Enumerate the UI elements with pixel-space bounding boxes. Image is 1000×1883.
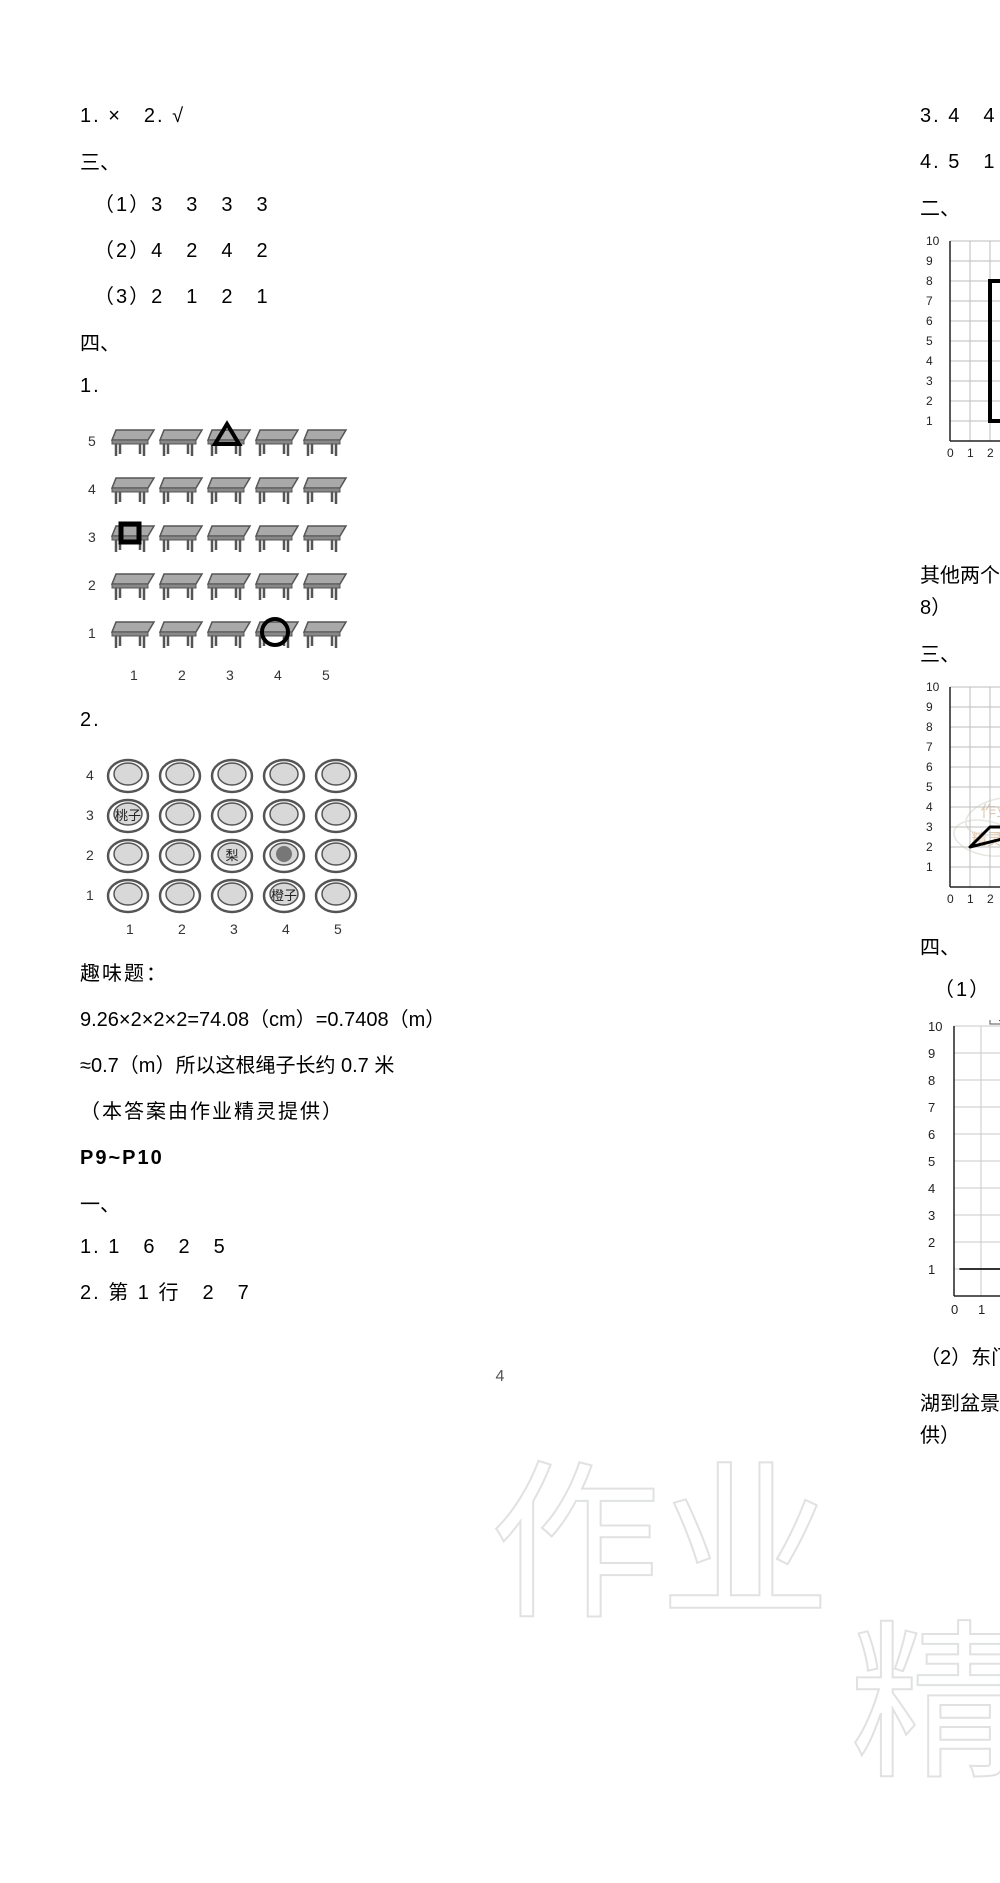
svg-text:10: 10 — [926, 681, 940, 694]
r-sec3: 三、 — [920, 638, 1000, 667]
sec3-row-3: （3）2 1 2 1 — [94, 281, 860, 313]
svg-text:1: 1 — [978, 1302, 985, 1317]
svg-text:3: 3 — [926, 820, 933, 834]
svg-text:精灵: 精灵 — [850, 1610, 1000, 1800]
svg-text:北门: 北门 — [995, 1020, 1000, 1023]
svg-text:4: 4 — [274, 667, 282, 683]
plates-figure: 桃子梨橙子 1 2 3 4 5 1 2 3 4 — [80, 750, 376, 938]
svg-text:3: 3 — [226, 667, 234, 683]
fun-heading: 趣味题： — [80, 958, 860, 990]
svg-text:1: 1 — [88, 625, 96, 641]
svg-text:梨: 梨 — [225, 848, 238, 863]
svg-text:2: 2 — [987, 446, 994, 460]
svg-text:4: 4 — [88, 481, 96, 497]
sub1-label: （1） — [934, 974, 1000, 1006]
svg-text:7: 7 — [928, 1100, 935, 1115]
right-column: 3. 4 4 5 1 4. 5 1 3 3 等腰直角 二、 0112233445… — [920, 100, 1000, 1354]
svg-text:6: 6 — [926, 314, 933, 328]
svg-text:5: 5 — [928, 1154, 935, 1169]
fun-line-1: 9.26×2×2×2=74.08（cm）=0.7408（m） — [80, 1004, 860, 1036]
r-line-4: 4. 5 1 3 3 等腰直角 — [920, 146, 1000, 178]
r-sec4: 四、 — [920, 931, 1000, 960]
svg-text:1: 1 — [130, 667, 138, 683]
sec1r-heading: 一、 — [80, 1188, 860, 1217]
svg-text:作业: 作业 — [490, 1450, 830, 1640]
svg-text:6: 6 — [926, 760, 933, 774]
svg-text:8: 8 — [928, 1073, 935, 1088]
svg-text:8: 8 — [926, 720, 933, 734]
sec3-row-2: （2）4 2 4 2 — [94, 235, 860, 267]
svg-text:7: 7 — [926, 740, 933, 754]
svg-text:4: 4 — [86, 767, 94, 783]
park-map-figure: 01122334455667788991010北门盆景园金鱼湖熊猫馆孔雀亭猴山东… — [920, 1020, 1000, 1322]
watermark-large: 作业 精灵 — [450, 1363, 1000, 1883]
svg-text:3: 3 — [88, 529, 96, 545]
svg-text:桃子: 桃子 — [115, 808, 141, 823]
svg-text:0: 0 — [947, 892, 954, 906]
svg-text:9: 9 — [926, 254, 933, 268]
svg-text:2: 2 — [928, 1235, 935, 1250]
svg-text:1: 1 — [928, 1262, 935, 1277]
sec3-heading: 三、 — [80, 146, 860, 175]
item1-label: 1. — [80, 370, 860, 402]
item2-label: 2. — [80, 704, 860, 736]
svg-text:2: 2 — [926, 394, 933, 408]
svg-text:6: 6 — [928, 1127, 935, 1142]
left-column: 1. × 2. √ 三、 （1）3 3 3 3 （2）4 2 4 2 （3）2 … — [80, 100, 860, 1354]
svg-text:2: 2 — [178, 667, 186, 683]
r-sec2: 二、 — [920, 192, 1000, 221]
svg-text:5: 5 — [88, 433, 96, 449]
grid-flags-figure: 01122334455667788991010（10，1） — [920, 681, 1000, 911]
fig3-caption: 其他两个对角顶点的位置为（2，1）（7，8） — [920, 560, 1000, 624]
svg-text:4: 4 — [282, 921, 290, 937]
sec1r-line-1: 1. 1 6 2 5 — [80, 1231, 860, 1263]
top-answers: 1. × 2. √ — [80, 100, 860, 132]
svg-text:2: 2 — [88, 577, 96, 593]
svg-text:1: 1 — [926, 414, 933, 428]
svg-text:1: 1 — [926, 860, 933, 874]
desks-figure: 1 2 3 4 5 1 2 3 4 5 — [80, 416, 360, 684]
page-number: 4 — [496, 1368, 505, 1386]
grid-rect-figure: 01122334455667788991010（10，1） — [920, 235, 1000, 465]
svg-text:3: 3 — [86, 807, 94, 823]
svg-text:0: 0 — [947, 446, 954, 460]
page-ref: P9~P10 — [80, 1142, 860, 1174]
svg-text:1: 1 — [967, 892, 974, 906]
svg-text:1: 1 — [86, 887, 94, 903]
svg-text:2: 2 — [926, 840, 933, 854]
svg-text:5: 5 — [926, 780, 933, 794]
sec3-row-1: （1）3 3 3 3 — [94, 189, 860, 221]
svg-text:9: 9 — [928, 1046, 935, 1061]
sub2b-text: 湖到盆景园到北门（本答案由作业精灵提供） — [920, 1388, 1000, 1452]
fun-line-2: ≈0.7（m）所以这根绳子长约 0.7 米 — [80, 1050, 860, 1082]
svg-text:7: 7 — [926, 294, 933, 308]
svg-text:4: 4 — [928, 1181, 935, 1196]
svg-text:2: 2 — [178, 921, 186, 937]
svg-text:1: 1 — [126, 921, 134, 937]
svg-text:1: 1 — [967, 446, 974, 460]
svg-text:橙子: 橙子 — [271, 888, 297, 903]
sec4-heading: 四、 — [80, 327, 860, 356]
svg-text:0: 0 — [951, 1302, 958, 1317]
svg-text:4: 4 — [926, 800, 933, 814]
svg-text:2: 2 — [86, 847, 94, 863]
svg-text:2: 2 — [987, 892, 994, 906]
svg-text:3: 3 — [928, 1208, 935, 1223]
svg-text:9: 9 — [926, 700, 933, 714]
note-text: （本答案由作业精灵提供） — [80, 1096, 860, 1128]
svg-text:5: 5 — [322, 667, 330, 683]
svg-text:3: 3 — [926, 374, 933, 388]
r-line-3: 3. 4 4 5 1 — [920, 100, 1000, 132]
svg-text:4: 4 — [926, 354, 933, 368]
sec1r-line-2: 2. 第 1 行 2 7 — [80, 1277, 860, 1309]
svg-text:3: 3 — [230, 921, 238, 937]
sub2-text: （2）东门到猴山到孔雀亭到熊猫馆到金鱼 — [920, 1342, 1000, 1374]
svg-text:10: 10 — [928, 1020, 942, 1034]
svg-text:5: 5 — [334, 921, 342, 937]
svg-text:5: 5 — [926, 334, 933, 348]
svg-text:8: 8 — [926, 274, 933, 288]
svg-text:10: 10 — [926, 235, 940, 248]
